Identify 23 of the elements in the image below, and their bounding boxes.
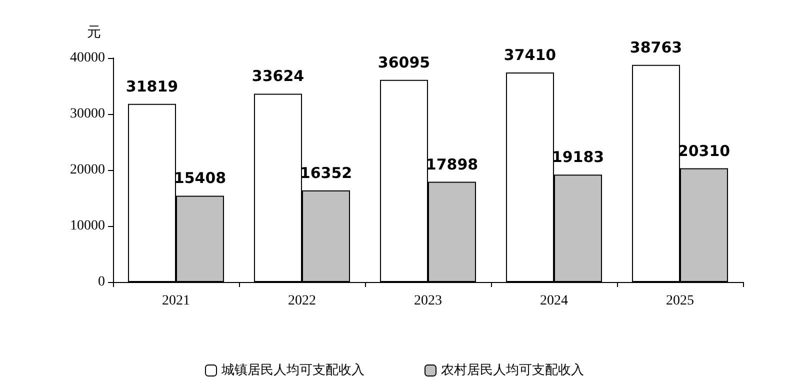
- x-tick-label: 2025: [666, 294, 694, 308]
- legend-label: 城镇居民人均可支配收入: [220, 363, 364, 378]
- x-tick-label: 2022: [288, 294, 316, 308]
- data-label: 31819: [126, 77, 178, 96]
- x-tick-label: 2023: [414, 294, 442, 308]
- data-label: 20310: [678, 142, 730, 160]
- data-label: 16352: [300, 164, 352, 182]
- y-tick-label: 10000: [70, 218, 105, 234]
- data-label: 15408: [174, 169, 226, 188]
- data-label: 36095: [378, 53, 430, 72]
- y-tick-label: 0: [98, 274, 105, 290]
- data-label: 17898: [426, 155, 478, 174]
- y-tick-label: 40000: [70, 50, 105, 66]
- y-axis-title: 元: [87, 26, 101, 40]
- data-label: 33624: [252, 67, 304, 86]
- data-label: 38763: [630, 38, 682, 56]
- x-tick-label: 2024: [540, 294, 568, 308]
- x-tick-label: 2021: [162, 294, 190, 308]
- data-label: 19183: [552, 148, 604, 166]
- legend-label: 农村居民人均可支配收入: [441, 363, 584, 378]
- y-tick-label: 30000: [70, 106, 105, 122]
- data-label: 37410: [504, 46, 556, 64]
- y-tick-label: 20000: [70, 162, 105, 178]
